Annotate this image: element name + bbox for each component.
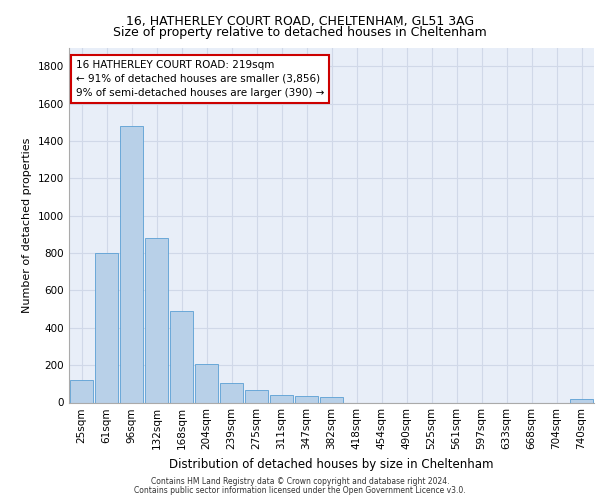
Bar — [295, 396, 318, 402]
Bar — [170, 311, 193, 402]
Text: Contains public sector information licensed under the Open Government Licence v3: Contains public sector information licen… — [134, 486, 466, 495]
Bar — [245, 390, 268, 402]
Bar — [95, 253, 118, 402]
Bar — [570, 399, 593, 402]
Bar — [220, 383, 243, 402]
Bar — [195, 364, 218, 403]
Text: Size of property relative to detached houses in Cheltenham: Size of property relative to detached ho… — [113, 26, 487, 39]
X-axis label: Distribution of detached houses by size in Cheltenham: Distribution of detached houses by size … — [169, 458, 494, 471]
Text: Contains HM Land Registry data © Crown copyright and database right 2024.: Contains HM Land Registry data © Crown c… — [151, 477, 449, 486]
Bar — [120, 126, 143, 402]
Text: 16 HATHERLEY COURT ROAD: 219sqm
← 91% of detached houses are smaller (3,856)
9% : 16 HATHERLEY COURT ROAD: 219sqm ← 91% of… — [76, 60, 324, 98]
Bar — [70, 380, 93, 402]
Text: 16, HATHERLEY COURT ROAD, CHELTENHAM, GL51 3AG: 16, HATHERLEY COURT ROAD, CHELTENHAM, GL… — [126, 15, 474, 28]
Bar — [270, 395, 293, 402]
Bar — [145, 238, 168, 402]
Bar — [320, 398, 343, 402]
Y-axis label: Number of detached properties: Number of detached properties — [22, 138, 32, 312]
